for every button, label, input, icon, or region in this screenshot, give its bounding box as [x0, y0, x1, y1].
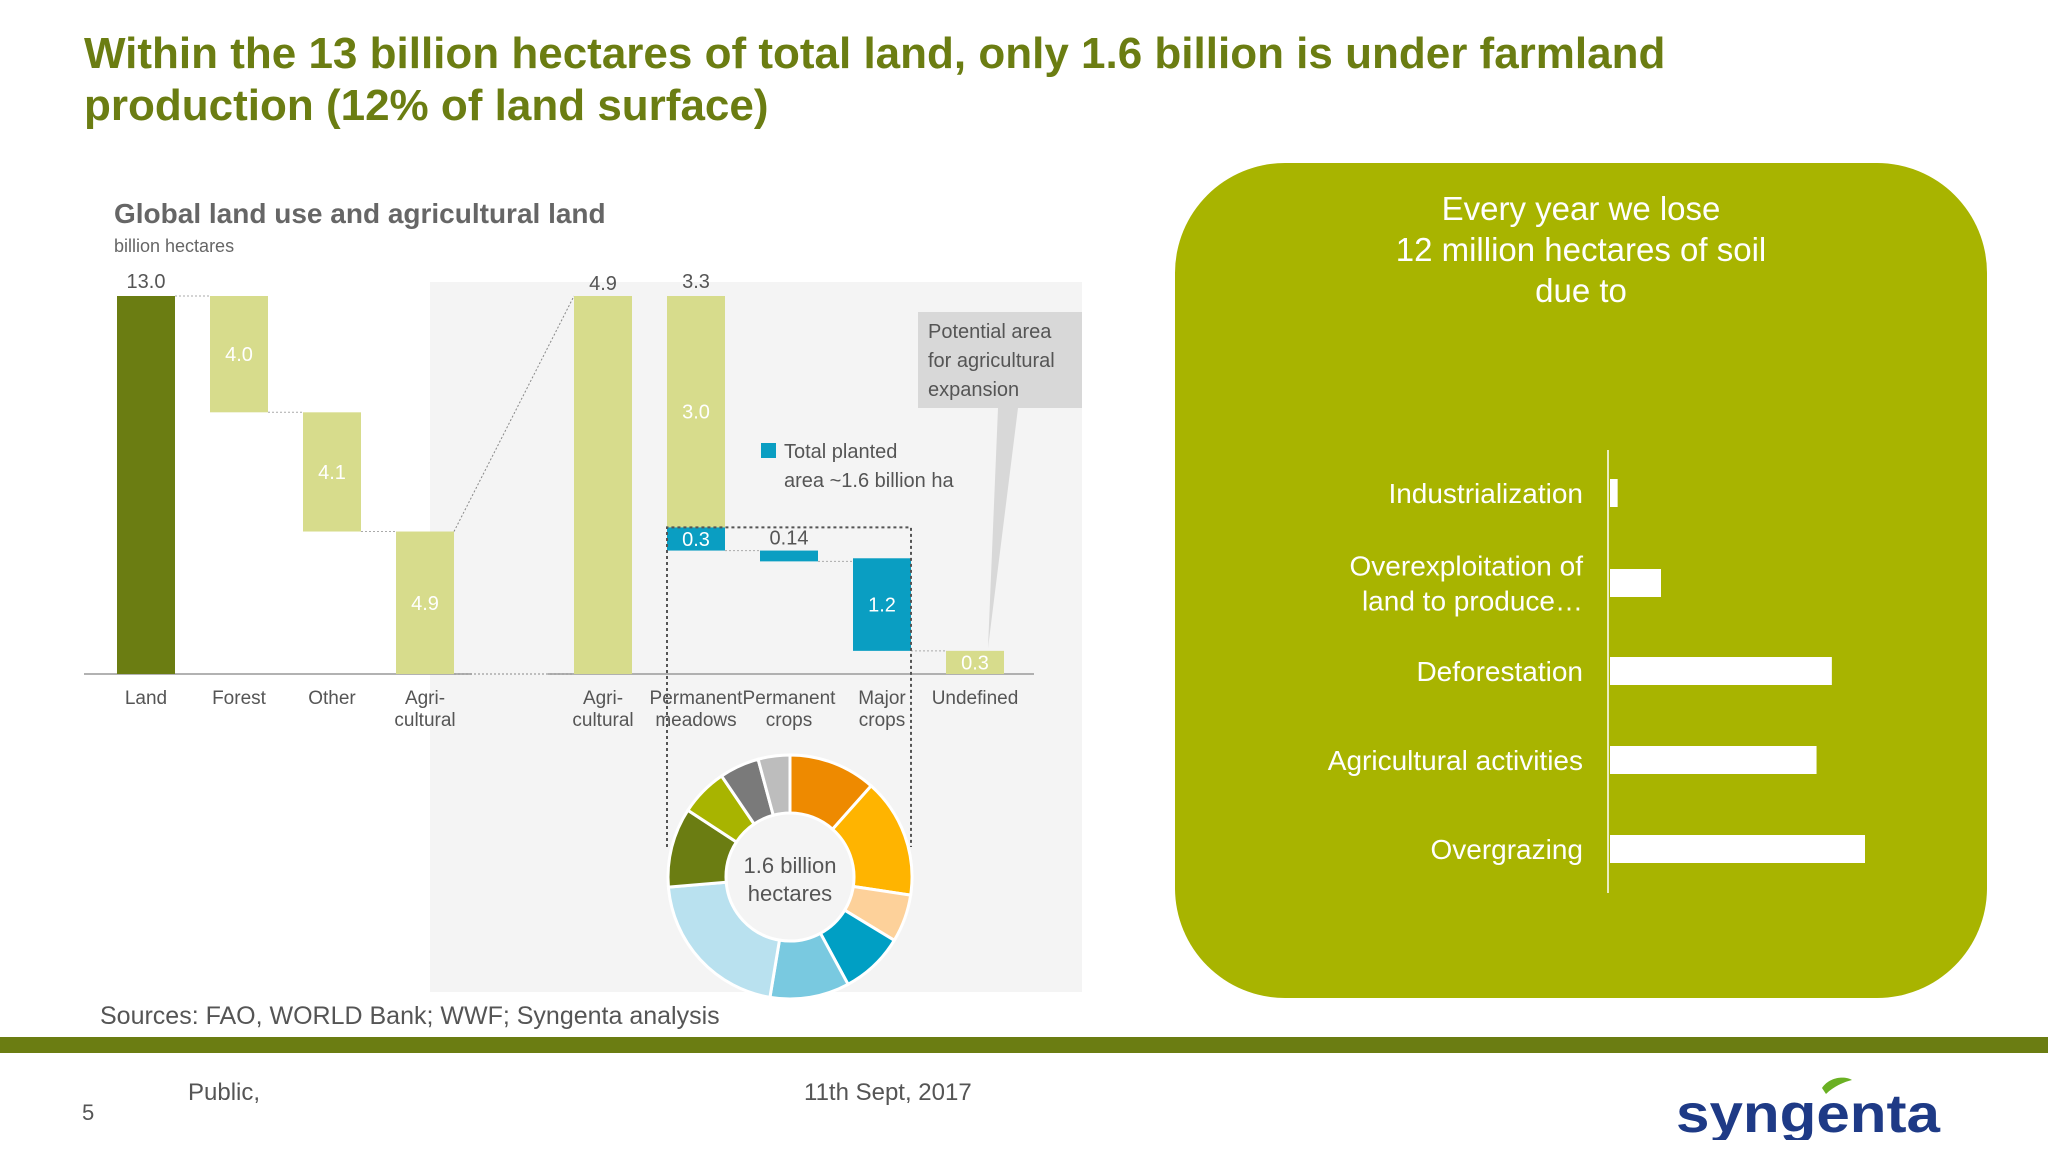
value-label: 3.0 [682, 402, 710, 424]
soil-loss-label: Deforestation [1416, 656, 1583, 687]
soil-loss-bar [1610, 746, 1817, 774]
bar-permanent-meadows-planted [667, 527, 725, 551]
soil-loss-label: Overgrazing [1430, 834, 1583, 865]
callout-text: for agricultural [928, 350, 1055, 372]
soil-loss-heading: Every year we lose 12 million hectares o… [1175, 188, 1987, 311]
soil-loss-heading-line: Every year we lose [1441, 190, 1721, 227]
value-label: 4.1 [318, 462, 346, 484]
category-label: Major [858, 688, 906, 709]
soil-loss-bar [1610, 569, 1661, 597]
date-label: 11th Sept, 2017 [804, 1079, 972, 1106]
bar-land [117, 296, 175, 674]
category-label: Permanent [650, 688, 744, 709]
category-label: Land [125, 688, 167, 709]
soil-loss-chart: Industrialization Overexploitation of land… [1328, 450, 1865, 893]
category-label: Forest [212, 688, 267, 709]
footer-bar [0, 1037, 2048, 1053]
callout-box [918, 312, 1082, 408]
bar-permanent-crops [760, 550, 818, 562]
bar-agri-cultural [574, 296, 632, 674]
value-label: 0.3 [961, 652, 989, 674]
bar-forest [210, 296, 268, 413]
syngenta-logo: syngenta [1676, 1077, 1941, 1140]
donut-center-label: 1.6 billion [744, 853, 837, 878]
soil-loss-label: Industrialization [1388, 478, 1583, 509]
donut-center-label: hectares [748, 881, 832, 906]
value-label: 3.3 [682, 271, 710, 293]
category-label: Permanent [743, 688, 837, 709]
bar-other [303, 412, 361, 532]
leaf-icon [1822, 1077, 1852, 1094]
category-label: Agri- [583, 688, 623, 709]
chart-unit-label: billion hectares [114, 236, 235, 256]
soil-loss-bar [1610, 657, 1832, 685]
sources-note: Sources: FAO, WORLD Bank; WWF; Syngenta … [100, 1002, 720, 1030]
bar-agri-cultural [396, 531, 454, 674]
value-label: 4.9 [411, 593, 439, 615]
classification-label: Public, [188, 1079, 261, 1106]
value-label: 4.0 [225, 344, 253, 366]
soil-loss-label: land to produce… [1362, 586, 1583, 617]
callout-text: Potential area [928, 321, 1052, 343]
category-label: Undefined [932, 688, 1019, 709]
value-label: 0.14 [770, 528, 809, 550]
soil-loss-heading-line: 12 million hectares of soil [1395, 231, 1767, 268]
slide-title: Within the 13 billion hectares of total … [84, 29, 1666, 130]
legend-label: Total planted [784, 441, 897, 463]
category-label: Agri- [405, 688, 445, 709]
value-label: 4.9 [589, 273, 617, 295]
callout-pointer [988, 408, 1018, 648]
page-number: 5 [82, 1100, 95, 1125]
soil-loss-heading-line: due to [1535, 272, 1627, 309]
category-label: Other [308, 688, 356, 709]
category-label: meadows [655, 710, 736, 731]
donut-slice [756, 753, 792, 818]
category-label: cultural [572, 710, 633, 731]
logo-text: syngenta [1676, 1084, 1941, 1140]
donut-slice [666, 880, 782, 1000]
category-label: cultural [394, 710, 455, 731]
bar-major-crops [853, 558, 911, 651]
soil-loss-bar [1610, 835, 1865, 863]
soil-loss-label: Agricultural activities [1328, 745, 1583, 776]
bar-permanent-meadows-unplanted [667, 296, 725, 528]
bridge-line [453, 295, 575, 532]
chart-title: Global land use and agricultural land [114, 198, 606, 229]
land-use-chart: 13.0 Land 4.0 Forest 4.1 Other 4.9 Agri-cultura… [84, 271, 1082, 1001]
callout-text: expansion [928, 379, 1019, 401]
soil-loss-label: Overexploitation of [1350, 551, 1584, 582]
bar-undefined [946, 650, 1004, 674]
category-label: crops [766, 710, 812, 731]
value-label: 0.3 [682, 529, 710, 551]
category-label: crops [859, 710, 905, 731]
legend-label: area ~1.6 billion ha [784, 470, 954, 492]
soil-loss-bar [1610, 479, 1618, 507]
value-label: 13.0 [127, 271, 166, 293]
legend-swatch [761, 443, 776, 458]
value-label: 1.2 [868, 595, 896, 617]
